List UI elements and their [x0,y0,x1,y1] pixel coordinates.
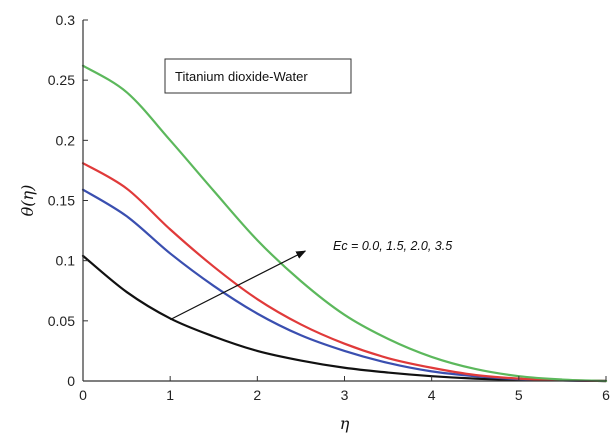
y-tick-label: 0 [67,373,75,389]
y-tick-label: 0.2 [56,132,76,148]
x-tick-label: 3 [341,387,349,403]
annotation-label: Ec = 0.0, 1.5, 2.0, 3.5 [333,239,452,253]
y-tick-label: 0.3 [56,12,76,28]
series-line-4 [81,64,608,383]
x-tick-label: 1 [166,387,174,403]
series-line-1 [81,254,608,383]
x-tick-label: 0 [79,387,87,403]
y-tick-label: 0.05 [48,313,75,329]
legend-label: Titanium dioxide-Water [175,69,308,84]
y-tick-label: 0.1 [56,253,76,269]
annotation: Ec = 0.0, 1.5, 2.0, 3.5 [169,239,452,321]
series-line-3 [81,162,608,383]
annotation-arrow [169,250,307,321]
series-layer [81,64,608,383]
legend-frame [164,58,352,94]
y-tick-label: 0.15 [48,193,75,209]
ticks: 0 1 2 3 4 5 6 0 0.05 0.1 0.15 0.2 0.25 0.3 [48,12,610,403]
x-tick-label: 4 [428,387,436,403]
y-tick-label: 0.25 [48,72,75,88]
legend-box: Titanium dioxide-Water [164,58,352,94]
x-tick-label: 2 [253,387,261,403]
y-axis-label: θ(η) [18,185,37,217]
series-line-2 [81,188,608,383]
x-tick-label: 5 [515,387,523,403]
x-tick-label: 6 [602,387,610,403]
x-axis-label: η [340,414,350,433]
